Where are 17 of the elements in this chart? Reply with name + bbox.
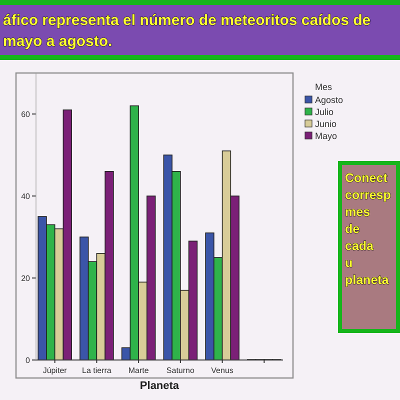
x-tick-label: Júpiter: [42, 366, 68, 375]
legend-label: Junio: [315, 119, 337, 129]
x-tick-label: Venus: [211, 366, 234, 375]
y-tick-label: 20: [21, 274, 31, 283]
y-tick-label: 40: [21, 192, 31, 201]
chart-title: áfico representa el número de meteoritos caídos de mayo a agosto.: [3, 12, 371, 50]
text: Conect corresp mes de cada u planeta: [345, 171, 392, 287]
legend-title: Mes: [315, 82, 332, 92]
x-tick-label: Marte: [128, 366, 150, 375]
legend-label: Julio: [315, 107, 334, 117]
legend-label: Agosto: [315, 95, 344, 105]
y-tick-label: 0: [26, 356, 31, 365]
legend-label: Mayo: [315, 131, 338, 141]
y-tick-label: 60: [21, 110, 31, 119]
x-tick-label: La tierra: [82, 366, 112, 375]
x-tick-label: Saturno: [166, 366, 195, 375]
x-axis-title: Planeta: [140, 380, 180, 392]
